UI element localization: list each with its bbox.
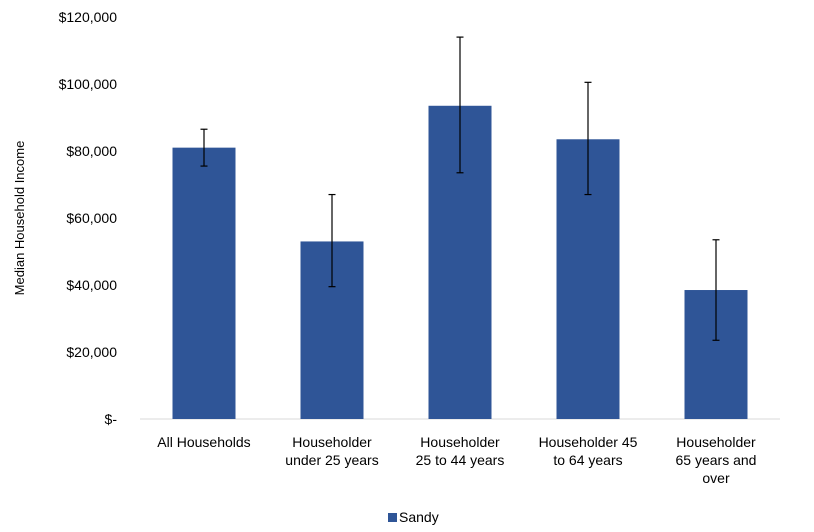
error-bar <box>712 239 720 341</box>
x-category-label: Householder under 25 years <box>285 434 378 468</box>
y-tick-label: $40,000 <box>66 277 117 293</box>
error-bar <box>200 128 208 167</box>
category-labels: All Households Householder under 25 yearsH… <box>157 434 756 486</box>
x-category-label-line: Householder 45 <box>539 434 638 450</box>
x-category-label-line: 65 years and <box>676 452 757 468</box>
x-category-label: Householder 65 years and over <box>676 434 757 486</box>
x-category-label-line: All Households <box>157 434 250 450</box>
x-category-label: All Households <box>157 434 250 450</box>
x-category-label: Householder 25 to 44 years <box>416 434 505 468</box>
x-category-label-line: over <box>702 470 730 486</box>
x-category-label-line: Householder <box>292 434 372 450</box>
y-tick-label: $- <box>105 411 118 427</box>
y-tick-label: $20,000 <box>66 344 117 360</box>
legend: Sandy <box>388 509 439 525</box>
error-bars-group <box>200 36 720 341</box>
error-bar <box>584 81 592 196</box>
y-tick-label: $120,000 <box>59 9 118 25</box>
x-category-label-line: Householder <box>676 434 756 450</box>
x-category-label-line: Householder <box>420 434 500 450</box>
x-category-label-line: to 64 years <box>553 452 622 468</box>
error-bar <box>456 36 464 174</box>
legend-swatch <box>388 513 397 522</box>
error-bar <box>328 193 336 288</box>
legend-label: Sandy <box>399 509 439 525</box>
y-axis-title: Median Household Income <box>12 141 27 296</box>
x-category-label: Householder 45 to 64 years <box>539 434 638 468</box>
y-axis-ticks: $- $20,000 $40,000 $60,000 $80,000 $100,000 $1… <box>59 9 118 427</box>
y-tick-label: $60,000 <box>66 210 117 226</box>
y-tick-label: $100,000 <box>59 76 118 92</box>
x-category-label-line: 25 to 44 years <box>416 452 505 468</box>
x-category-label-line: under 25 years <box>285 452 378 468</box>
y-tick-label: $80,000 <box>66 143 117 159</box>
bar <box>172 147 236 419</box>
